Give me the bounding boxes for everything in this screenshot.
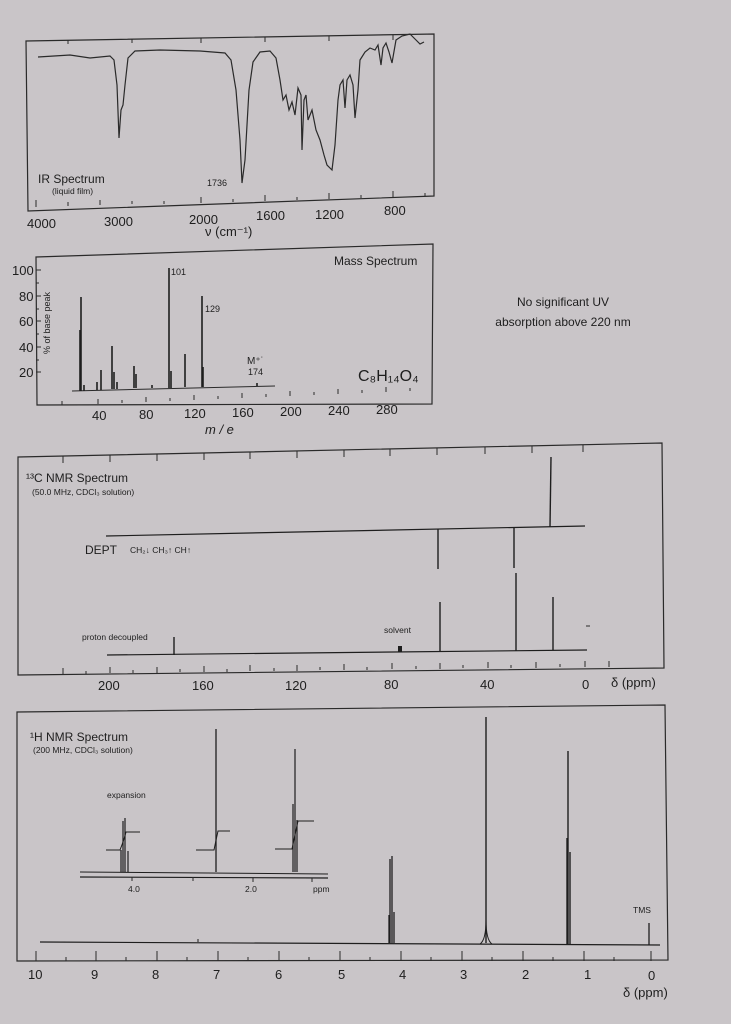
h1-xtick: 0	[648, 968, 656, 983]
ms-title: Mass Spectrum	[334, 254, 418, 268]
ir-subtitle: (liquid film)	[52, 186, 94, 196]
c13-xtick: 80	[384, 677, 399, 692]
h1-xtick: 3	[460, 967, 468, 982]
ir-xlabel: ν (cm⁻¹)	[205, 224, 253, 239]
h1-subtitle: (200 MHz, CDCl₃ solution)	[33, 745, 133, 755]
c13-subtitle: (50.0 MHz, CDCl₃ solution)	[32, 487, 135, 497]
ms-ytick: 80	[19, 289, 34, 304]
ms-ytick: 100	[12, 263, 34, 278]
ms-xtick: 80	[139, 407, 154, 422]
ir-xtick: 3000	[104, 214, 133, 229]
h1-xlabel: δ (ppm)	[623, 985, 668, 1000]
c13-solvent-label: solvent	[384, 625, 411, 635]
c13-decoupled-label: proton decoupled	[82, 632, 148, 642]
ms-xtick: 240	[328, 403, 350, 418]
expansion-inset	[79, 729, 329, 882]
ms-xtick: 200	[280, 404, 302, 419]
c13-dept-legend: CH₂↓ CH₃↑ CH↑	[130, 545, 192, 555]
ir-xtick: 1600	[256, 208, 285, 223]
ms-ytick: 40	[19, 340, 34, 355]
ir-xtick: 800	[384, 203, 406, 218]
ms-ytick: 60	[19, 314, 34, 329]
h1-xtick: 2	[522, 967, 530, 982]
ms-xtick: 280	[376, 402, 398, 417]
ir-xtick: 2000	[189, 212, 218, 227]
ir-title: IR Spectrum	[38, 172, 105, 186]
uv-note-line2: absorption above 220 nm	[495, 315, 631, 329]
h1-xtick: 4	[399, 967, 407, 982]
ir-peak-label: 1736	[207, 178, 228, 188]
h1-expansion-tick: 4.0	[128, 884, 140, 894]
uv-note: No significant UV absorption above 220 n…	[478, 292, 648, 332]
ms-peak-101: 101	[171, 267, 187, 277]
ms-xtick: 40	[92, 408, 107, 423]
ms-molecular-ion-mass: 174	[248, 367, 264, 377]
h1-xtick: 9	[91, 967, 99, 982]
ms-molecular-ion: M⁺˙	[247, 356, 264, 367]
ms-ytick: 20	[19, 365, 34, 380]
h1-expansion-tick: ppm	[313, 884, 330, 894]
h1-xtick: 5	[338, 967, 346, 982]
h1-xtick: 6	[275, 967, 283, 982]
c13-xlabel: δ (ppm)	[611, 675, 656, 690]
c13-dept-label: DEPT	[85, 543, 118, 557]
h1-tms-label: TMS	[633, 905, 651, 915]
c13-xtick: 0	[582, 677, 590, 692]
h1-xtick: 7	[213, 967, 221, 982]
h1-expansion-tick: 2.0	[245, 884, 257, 894]
c13-xtick: 160	[192, 678, 214, 693]
uv-note-line1: No significant UV	[516, 295, 610, 309]
c13-xtick: 40	[480, 677, 495, 692]
c13-title: ¹³C NMR Spectrum	[26, 471, 129, 485]
ms-formula: C₈H₁₄O₄	[358, 368, 419, 385]
c13-xtick: 120	[285, 678, 307, 693]
ms-peak-129: 129	[205, 304, 221, 314]
h1-title: ¹H NMR Spectrum	[30, 730, 129, 744]
ms-xlabel: m / e	[205, 422, 234, 437]
h1-expansion-label: expansion	[107, 790, 146, 800]
h1-xtick: 10	[28, 967, 43, 982]
c13-xtick: 200	[98, 678, 120, 693]
h1-xtick: 1	[584, 967, 592, 982]
ms-xtick: 160	[232, 405, 254, 420]
ir-xtick: 4000	[27, 216, 56, 231]
ir-xtick: 1200	[315, 207, 344, 222]
h1-xtick: 8	[152, 967, 160, 982]
ms-xtick: 120	[184, 406, 206, 421]
